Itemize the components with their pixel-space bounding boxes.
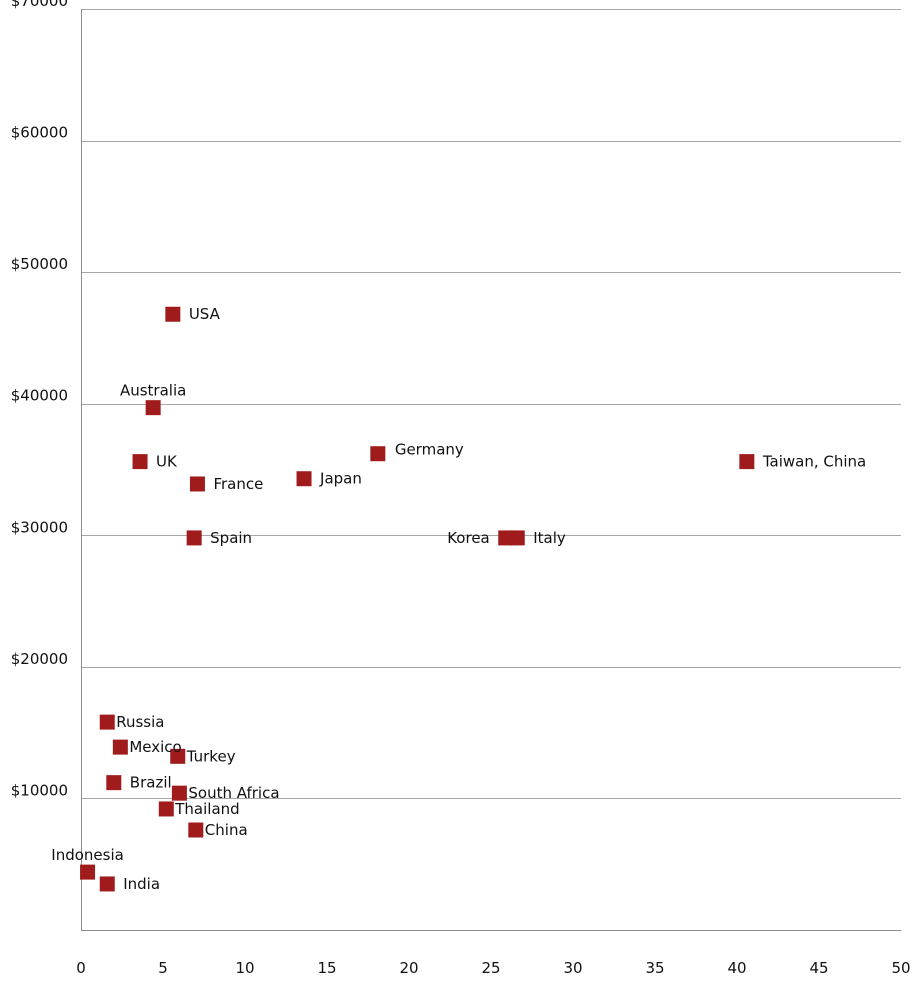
- data-point: [158, 801, 174, 817]
- tick-labels: $10000 $20000 $30000 $40000 $50000 $60000 $700…: [11, 0, 911, 977]
- data-point: [112, 739, 128, 755]
- y-tick-label: $20000: [11, 650, 68, 668]
- data-point: [80, 864, 96, 880]
- data-label: Mexico: [129, 738, 181, 756]
- data-label: France: [213, 475, 263, 493]
- data-label: Brazil: [130, 774, 172, 792]
- x-tick-label: 40: [727, 959, 746, 977]
- data-point: [99, 876, 115, 892]
- data-point: [145, 400, 161, 416]
- y-tick-label: $40000: [11, 387, 68, 405]
- data-label: Spain: [210, 529, 252, 547]
- x-tick-label: 50: [891, 959, 910, 977]
- data-label: Italy: [533, 529, 566, 547]
- data-label: Japan: [319, 470, 362, 488]
- data-label: China: [205, 821, 248, 839]
- x-tick-label: 20: [399, 959, 418, 977]
- data-point: [189, 476, 205, 492]
- data-label: Korea: [447, 529, 490, 547]
- data-label: Turkey: [186, 747, 236, 765]
- x-tick-label: 45: [809, 959, 828, 977]
- data-point: [132, 454, 148, 470]
- data-point: [106, 775, 122, 791]
- x-tick-label: 0: [76, 959, 86, 977]
- axes: [81, 9, 901, 931]
- data-label: India: [123, 875, 160, 893]
- y-tick-label: $30000: [11, 518, 68, 536]
- data-label: Russia: [116, 713, 164, 731]
- data-label: Taiwan, China: [762, 453, 866, 471]
- data-point: [188, 822, 204, 838]
- data-point: [170, 748, 186, 764]
- data-label: Australia: [120, 382, 186, 400]
- data-point: [296, 471, 312, 487]
- x-tick-label: 10: [235, 959, 254, 977]
- data-point: [498, 530, 514, 546]
- y-tick-label: $10000: [11, 781, 68, 799]
- y-tick-label: $70000: [11, 0, 68, 10]
- x-tick-label: 25: [481, 959, 500, 977]
- data-point: [165, 306, 181, 322]
- data-label: Germany: [395, 441, 464, 459]
- x-tick-label: 15: [317, 959, 336, 977]
- x-tick-label: 30: [563, 959, 582, 977]
- data-label: South Africa: [188, 784, 279, 802]
- data-label: Indonesia: [51, 846, 124, 864]
- data-label: USA: [189, 305, 221, 323]
- data-label: UK: [156, 453, 178, 471]
- data-point: [509, 530, 525, 546]
- data-labels: USA Australia UK France Spain Japan Germany Kor…: [51, 305, 866, 893]
- y-tick-label: $60000: [11, 124, 68, 142]
- grid-lines: [81, 9, 901, 799]
- x-tick-label: 35: [645, 959, 664, 977]
- data-point: [739, 454, 755, 470]
- data-point: [186, 530, 202, 546]
- data-markers: [80, 306, 755, 892]
- data-point: [171, 785, 187, 801]
- data-point: [99, 714, 115, 730]
- data-point: [370, 446, 386, 462]
- data-label: Thailand: [174, 800, 239, 818]
- y-tick-label: $50000: [11, 255, 68, 273]
- x-tick-label: 5: [158, 959, 168, 977]
